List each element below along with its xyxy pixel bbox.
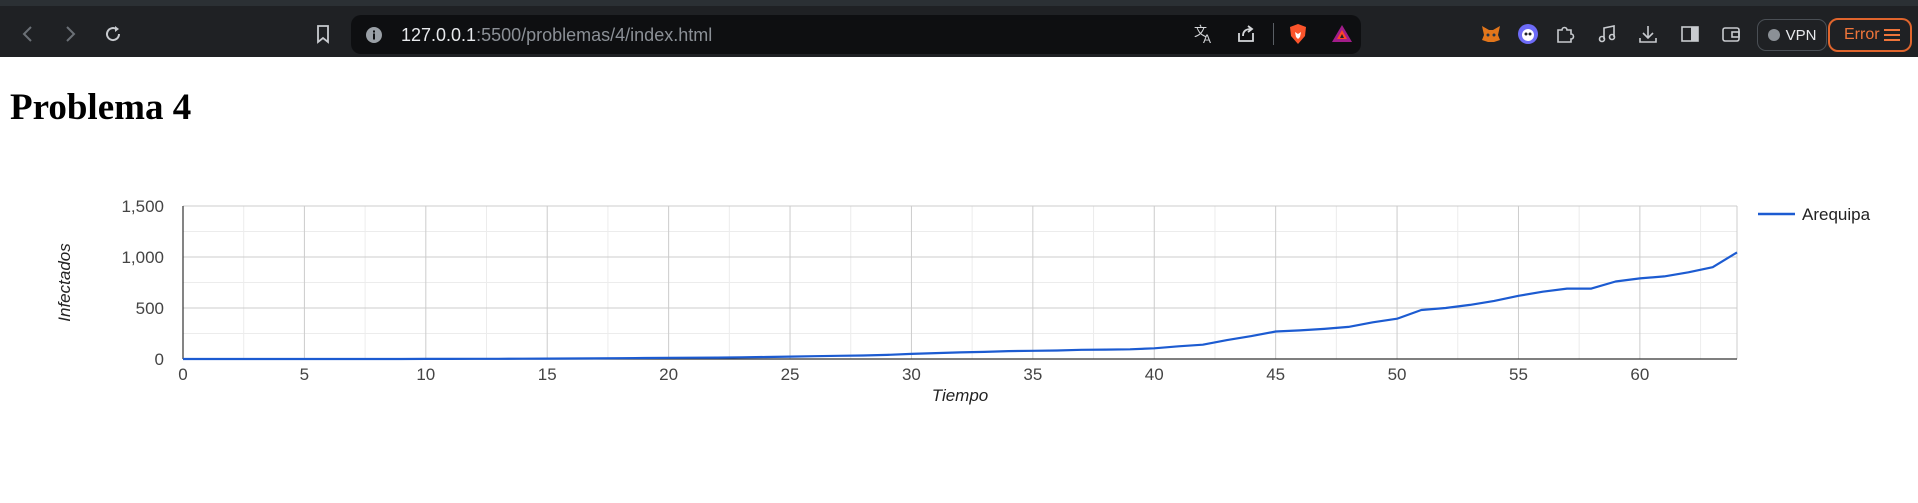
sidebar-icon xyxy=(1681,26,1699,42)
y-tick-label: 1,500 xyxy=(121,197,164,216)
x-tick-label: 20 xyxy=(659,365,678,384)
x-axis-label: Tiempo xyxy=(932,386,989,405)
series-line-arequipa xyxy=(183,251,1738,361)
forward-icon xyxy=(66,26,76,42)
brave-shields-button[interactable] xyxy=(1284,20,1312,48)
back-icon xyxy=(22,26,32,42)
back-button[interactable] xyxy=(12,18,44,50)
downloads-button[interactable] xyxy=(1634,20,1662,48)
share-button[interactable] xyxy=(1232,20,1260,48)
bookmark-icon xyxy=(317,25,329,44)
metamask-icon xyxy=(1482,26,1500,42)
sidebar-button[interactable] xyxy=(1676,20,1704,48)
x-tick-label: 30 xyxy=(902,365,921,384)
media-button[interactable] xyxy=(1593,20,1621,48)
vpn-label: VPN xyxy=(1785,26,1817,44)
menu-icon xyxy=(1884,29,1900,41)
x-tick-label: 60 xyxy=(1630,365,1649,384)
brave-shields-icon xyxy=(1290,24,1306,44)
divider xyxy=(1273,23,1274,45)
vpn-button[interactable]: VPN xyxy=(1757,19,1827,51)
metamask-button[interactable] xyxy=(1477,20,1505,48)
y-tick-label: 0 xyxy=(155,350,164,369)
x-tick-label: 10 xyxy=(416,365,435,384)
url-host: 127.0.0.1 xyxy=(401,25,477,45)
brave-rewards-icon xyxy=(1332,25,1352,42)
y-tick-label: 1,000 xyxy=(121,248,164,267)
extension-button[interactable] xyxy=(1514,20,1542,48)
reload-icon xyxy=(106,26,121,42)
share-icon xyxy=(1238,25,1254,42)
x-tick-label: 25 xyxy=(781,365,800,384)
media-icon xyxy=(1598,25,1616,43)
page-title: Problema 4 xyxy=(10,87,192,128)
forward-button[interactable] xyxy=(54,18,86,50)
x-tick-label: 55 xyxy=(1509,365,1528,384)
svg-text:A: A xyxy=(1203,32,1211,45)
y-tick-label: 500 xyxy=(136,299,164,318)
url-path: :5500/problemas/4/index.html xyxy=(476,25,713,45)
x-tick-label: 50 xyxy=(1388,365,1407,384)
svg-text:文: 文 xyxy=(1194,24,1207,39)
bookmark-button[interactable] xyxy=(307,18,339,50)
brave-rewards-button[interactable] xyxy=(1328,20,1356,48)
x-tick-label: 40 xyxy=(1145,365,1164,384)
url-text: 127.0.0.1:5500/problemas/4/index.html xyxy=(401,25,712,46)
x-tick-label: 0 xyxy=(178,365,187,384)
x-tick-label: 15 xyxy=(538,365,557,384)
error-menu-button[interactable]: Error xyxy=(1828,18,1912,52)
brave-wallet-ext-icon xyxy=(1518,24,1538,44)
wallet-button[interactable] xyxy=(1717,20,1745,48)
extensions-icon xyxy=(1557,26,1575,43)
x-tick-label: 5 xyxy=(300,365,309,384)
wallet-icon xyxy=(1722,27,1740,42)
translate-icon: 文A xyxy=(1194,24,1211,45)
reload-button[interactable] xyxy=(97,18,129,50)
y-axis-label: Infectados xyxy=(55,243,74,322)
legend-label: Arequipa xyxy=(1802,205,1871,224)
vpn-status-icon xyxy=(1767,29,1780,41)
extensions-button[interactable] xyxy=(1551,20,1579,48)
line-chart: 0 5 10 15 20 25 30 35 40 45 50 55 60 0 500 1,000 1,500 Ti… xyxy=(55,197,1871,405)
x-tick-label: 35 xyxy=(1023,365,1042,384)
download-icon xyxy=(1639,26,1657,43)
site-info-icon xyxy=(366,27,382,43)
error-label: Error xyxy=(1844,26,1880,43)
x-tick-label: 45 xyxy=(1266,365,1285,384)
